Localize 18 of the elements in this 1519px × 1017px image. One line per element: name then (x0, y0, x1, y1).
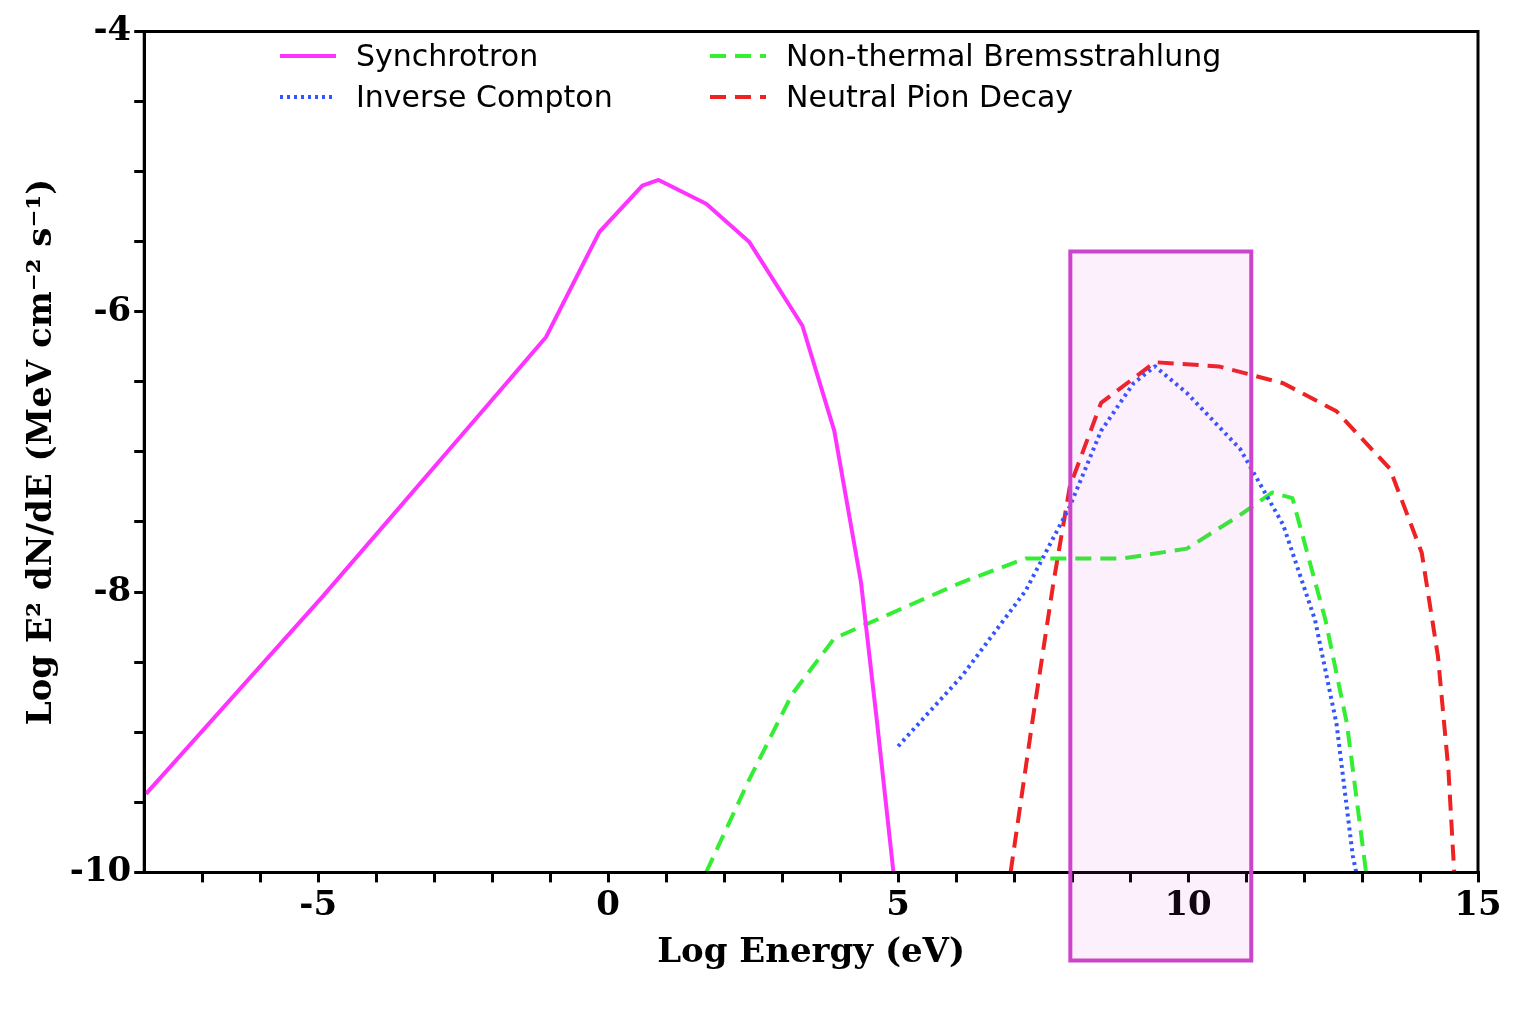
x-tick-label: 0 (596, 882, 620, 923)
x-tick-label: 15 (1454, 882, 1502, 923)
legend-label: Synchrotron (356, 38, 539, 73)
y-tick-label: -10 (69, 849, 132, 890)
line-series (704, 490, 1369, 873)
y-tick-label: -8 (93, 568, 132, 609)
x-tick-label: 5 (886, 882, 910, 923)
legend-label: Neutral Pion Decay (786, 79, 1074, 114)
x-tick-label: -5 (299, 882, 338, 923)
line-series (896, 364, 1359, 873)
y-tick-label: -6 (93, 288, 132, 329)
y-tick-label: -4 (93, 8, 132, 49)
y-axis-title: Log E² dN/dE (MeV cm⁻² s⁻¹) (19, 178, 60, 726)
legend-label: Inverse Compton (356, 79, 613, 114)
x-tick-label: 10 (1164, 882, 1212, 923)
x-axis-title: Log Energy (eV) (657, 930, 966, 971)
legend-label: Non-thermal Bremsstrahlung (786, 38, 1222, 73)
line-series (1008, 360, 1457, 873)
